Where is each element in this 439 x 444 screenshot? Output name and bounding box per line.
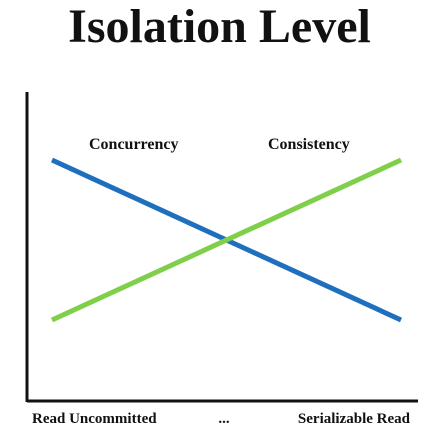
x-tick-label-serializable-read: Serializable Read [298,411,411,427]
series-label-consistency: Consistency [268,136,350,153]
series-label-concurrency: Concurrency [89,136,178,153]
x-tick-label-ellipsis: ... [218,411,230,427]
chart-title: Isolation Level [68,0,371,53]
series-line-consistency [50,157,403,323]
x-tick-label-read-uncommitted: Read Uncommitted [32,411,157,427]
